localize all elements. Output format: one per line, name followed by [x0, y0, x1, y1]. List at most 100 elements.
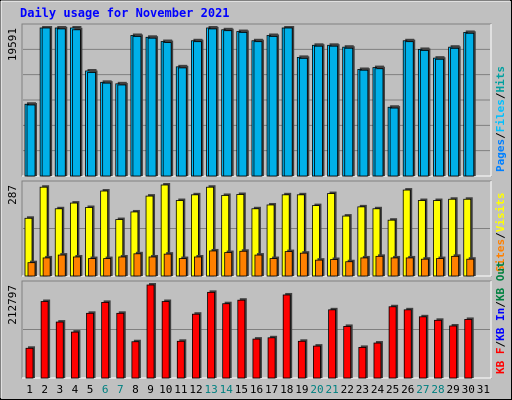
- bar-files-day-25: [389, 107, 399, 177]
- x-tick-day-28: 28: [431, 383, 444, 396]
- x-tick-day-13: 13: [204, 383, 217, 396]
- bar-sites-day-10: [163, 253, 172, 277]
- bar-sites-day-30: [466, 258, 475, 277]
- bar-sites-day-2: [42, 257, 51, 277]
- bar-kbf-day-20: [313, 345, 321, 379]
- legend-entry: Files: [494, 99, 507, 132]
- legend-entry: Sites: [494, 239, 507, 272]
- bar-kbf-day-9: [146, 284, 155, 379]
- bar-files-day-10: [162, 42, 172, 177]
- legend-entry: /: [494, 341, 507, 348]
- bar-files-day-16: [253, 41, 263, 177]
- bar-kbf-day-17: [267, 337, 276, 379]
- legend-entry: /: [494, 132, 507, 139]
- bar-sites-day-26: [405, 257, 414, 277]
- x-tick-day-14: 14: [220, 383, 234, 396]
- bar-files-day-13: [208, 28, 217, 177]
- bar-sites-day-5: [88, 258, 96, 277]
- bar-kbf-day-5: [86, 312, 94, 379]
- chart-title: Daily usage for November 2021: [20, 6, 230, 20]
- bar-files-day-17: [268, 36, 278, 177]
- x-tick-day-8: 8: [132, 383, 139, 396]
- x-tick-day-15: 15: [235, 383, 248, 396]
- legend-visits-sites: Sites/Visits: [494, 193, 507, 273]
- x-tick-day-17: 17: [265, 383, 278, 396]
- bar-sites-day-12: [194, 256, 202, 277]
- bar-sites-day-19: [299, 252, 308, 277]
- bar-files-day-28: [435, 58, 444, 177]
- x-tick-day-2: 2: [41, 383, 48, 396]
- bar-kbf-day-28: [434, 319, 442, 379]
- bar-files-day-4: [71, 29, 81, 177]
- bar-sites-day-29: [451, 255, 460, 277]
- bar-sites-day-24: [375, 255, 384, 277]
- legend-hits-files-pages: Pages/Files/Hits: [494, 66, 507, 172]
- legend-entry: Pages: [494, 139, 507, 172]
- x-tick-day-6: 6: [102, 383, 109, 396]
- bar-kbf-day-12: [192, 313, 200, 379]
- bar-sites-day-7: [118, 256, 127, 277]
- x-tick-day-16: 16: [250, 383, 263, 396]
- bar-kbf-day-7: [116, 312, 125, 379]
- bar-files-day-24: [374, 68, 384, 177]
- bar-files-day-6: [102, 82, 112, 177]
- x-tick-day-1: 1: [26, 383, 33, 396]
- legend-entry: KB In: [494, 308, 507, 341]
- bar-files-day-22: [344, 47, 354, 177]
- bar-files-day-7: [117, 84, 127, 177]
- bar-sites-day-15: [239, 250, 248, 277]
- bar-kbf-day-10: [161, 301, 170, 379]
- bar-kbf-day-2: [40, 301, 49, 379]
- x-tick-day-10: 10: [159, 383, 172, 396]
- bar-sites-day-1: [27, 262, 36, 277]
- legend-kbytes: KB F/KB In/KB Out: [494, 261, 507, 374]
- bar-kbf-day-30: [464, 319, 473, 379]
- bar-kbf-day-16: [252, 338, 261, 379]
- ymax-label-visits-sites: 287: [6, 185, 19, 205]
- bar-kbf-day-1: [25, 347, 34, 379]
- bar-files-day-15: [238, 32, 248, 177]
- x-tick-day-7: 7: [117, 383, 124, 396]
- x-tick-day-12: 12: [189, 383, 202, 396]
- legend-entry: KB F: [494, 348, 507, 375]
- bar-sites-day-8: [133, 253, 142, 277]
- bar-sites-day-25: [390, 257, 399, 277]
- bar-sites-day-17: [269, 258, 278, 277]
- ymax-label-kbytes: 212797: [6, 285, 19, 325]
- bar-files-day-11: [177, 67, 187, 177]
- bar-kbf-day-11: [176, 340, 185, 379]
- ymax-label-hits-files-pages: 19591: [6, 28, 19, 61]
- x-tick-day-5: 5: [87, 383, 94, 396]
- x-tick-day-22: 22: [341, 383, 354, 396]
- bar-sites-day-18: [284, 251, 293, 277]
- bar-sites-day-16: [254, 254, 263, 277]
- bar-kbf-day-25: [388, 306, 397, 379]
- bar-files-day-27: [419, 50, 429, 177]
- x-tick-day-31: 31: [477, 383, 490, 396]
- bar-sites-day-27: [420, 258, 429, 277]
- bar-files-day-1: [26, 104, 36, 177]
- bar-sites-day-3: [57, 254, 66, 277]
- bar-kbf-day-24: [373, 342, 382, 379]
- bar-kbf-day-18: [282, 294, 291, 379]
- bar-kbf-day-19: [297, 340, 306, 379]
- x-tick-day-11: 11: [174, 383, 187, 396]
- bar-kbf-day-14: [222, 303, 231, 379]
- x-tick-day-9: 9: [147, 383, 154, 396]
- bar-sites-day-23: [360, 257, 369, 277]
- x-tick-day-18: 18: [280, 383, 293, 396]
- bar-kbf-day-26: [403, 309, 412, 379]
- bar-kbf-day-4: [70, 331, 79, 379]
- bar-files-day-21: [329, 45, 338, 177]
- legend-entry: /: [494, 92, 507, 99]
- x-tick-day-27: 27: [416, 383, 429, 396]
- bar-files-day-3: [56, 28, 66, 177]
- bar-sites-day-28: [436, 258, 444, 277]
- x-tick-day-21: 21: [326, 383, 339, 396]
- x-tick-day-3: 3: [57, 383, 64, 396]
- legend-entry: Visits: [494, 193, 507, 233]
- bar-sites-day-6: [103, 258, 112, 277]
- bar-files-day-9: [147, 37, 157, 177]
- bar-kbf-day-21: [328, 309, 336, 379]
